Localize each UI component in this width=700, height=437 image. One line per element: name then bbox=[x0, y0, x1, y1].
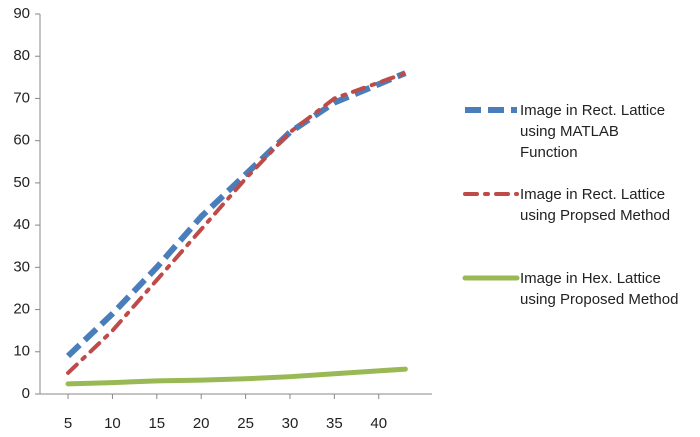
x-tick-label: 25 bbox=[237, 415, 254, 432]
x-tick-label: 30 bbox=[282, 415, 299, 432]
x-tick-label: 15 bbox=[148, 415, 165, 432]
legend-entry: Image in Rect. Lattice using MATLAB Func… bbox=[462, 100, 697, 163]
x-tick-label: 35 bbox=[326, 415, 343, 432]
legend-label: Image in Rect. Lattice using MATLAB Func… bbox=[520, 102, 666, 161]
series-line bbox=[65, 366, 408, 387]
legend-entry: Image in Rect. Lattice using Propsed Met… bbox=[462, 184, 697, 226]
x-tick-label: 10 bbox=[104, 415, 121, 432]
y-tick-label: 0 bbox=[22, 385, 30, 402]
y-tick-label: 40 bbox=[13, 216, 30, 233]
legend-swatch bbox=[465, 107, 517, 113]
legend-entry: Image in Hex. Lattice using Proposed Met… bbox=[462, 268, 697, 310]
y-tick-label: 90 bbox=[13, 5, 30, 22]
legend-label: Image in Rect. Lattice using Propsed Met… bbox=[520, 186, 671, 224]
y-tick-label: 60 bbox=[13, 132, 30, 149]
legend-swatch bbox=[463, 192, 519, 196]
y-tick-label: 10 bbox=[13, 343, 30, 360]
y-tick-label: 70 bbox=[13, 89, 30, 106]
x-tick-label: 40 bbox=[370, 415, 387, 432]
legend-swatch bbox=[462, 275, 520, 281]
y-tick-label: 50 bbox=[13, 174, 30, 191]
x-tick-label: 5 bbox=[64, 415, 72, 432]
series-line bbox=[65, 70, 407, 359]
y-tick-label: 20 bbox=[13, 301, 30, 318]
y-tick-label: 80 bbox=[13, 47, 30, 64]
y-tick-label: 30 bbox=[13, 258, 30, 275]
legend-label: Image in Hex. Lattice using Proposed Met… bbox=[520, 270, 679, 308]
series-line bbox=[66, 71, 408, 375]
x-tick-label: 20 bbox=[193, 415, 210, 432]
